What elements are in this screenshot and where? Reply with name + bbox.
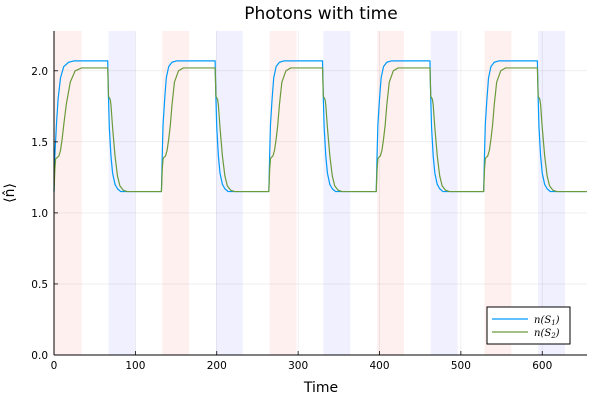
blue-band-2 (323, 31, 351, 355)
legend: n(S1) n(S2) (486, 306, 571, 345)
x-tick-label-0: 0 (51, 360, 58, 372)
x-tick-label-6: 600 (532, 360, 552, 372)
x-axis-title: Time (303, 380, 338, 396)
x-tick-label-5: 500 (451, 360, 471, 372)
x-tick-label-2: 200 (207, 360, 227, 372)
x-tick-label-4: 400 (369, 360, 389, 372)
y-tick-label-0: 0.0 (31, 350, 48, 362)
red-band-2 (269, 31, 297, 355)
y-tick-label-3: 1.5 (31, 137, 48, 149)
x-tick-label-3: 300 (288, 360, 308, 372)
blue-band-3 (430, 31, 458, 355)
blue-band-1 (215, 31, 243, 355)
y-axis-title: ⟨n̂⟩ (2, 183, 18, 203)
y-tick-label-4: 2.0 (31, 66, 48, 78)
blue-band-0 (108, 31, 136, 355)
series-line-2 (53, 67, 587, 193)
red-band-4 (484, 31, 512, 355)
legend-label-n-s1: n(S1) (534, 315, 560, 327)
chart-title: Photons with time (244, 4, 397, 24)
tick-labels: 0 100 200 300 400 500 600 0.0 0.5 1.0 1.5 2.0 (31, 66, 552, 372)
blue-band-4 (538, 31, 566, 355)
red-band-1 (162, 31, 190, 355)
y-tick-label-1: 0.5 (31, 279, 48, 291)
legend-label-n-s2: n(S2) (534, 328, 560, 340)
red-band-3 (377, 31, 404, 355)
x-tick-label-1: 100 (125, 360, 145, 372)
y-tick-label-2: 1.0 (31, 208, 48, 220)
red-band-0 (54, 31, 82, 355)
series-lines (53, 60, 587, 193)
legend-box (486, 306, 571, 345)
shaded-bands (54, 31, 566, 355)
axes (53, 31, 587, 356)
